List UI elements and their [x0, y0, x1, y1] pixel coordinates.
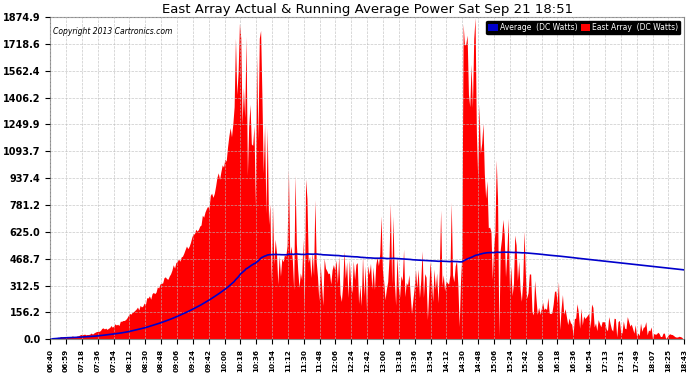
Text: Copyright 2013 Cartronics.com: Copyright 2013 Cartronics.com: [53, 27, 172, 36]
Title: East Array Actual & Running Average Power Sat Sep 21 18:51: East Array Actual & Running Average Powe…: [161, 3, 573, 16]
Legend: Average  (DC Watts), East Array  (DC Watts): Average (DC Watts), East Array (DC Watts…: [486, 21, 680, 34]
